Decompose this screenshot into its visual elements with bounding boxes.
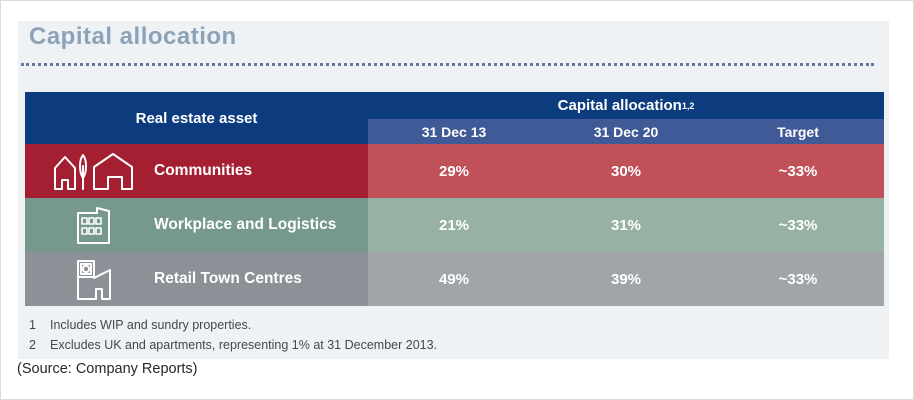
footnote-text: Includes WIP and sundry properties.: [50, 318, 252, 332]
cell-retail-dec20: 39%: [540, 252, 712, 306]
column-header-real-estate-asset: Real estate asset: [25, 92, 368, 144]
dotted-divider: [21, 63, 874, 66]
footnote-1: 1 Includes WIP and sundry properties.: [29, 315, 437, 335]
group-header-text: Capital allocation: [557, 97, 682, 114]
cell-workplace-dec13: 21%: [368, 198, 540, 252]
factory-icon: [49, 205, 139, 245]
cell-workplace-target: ~33%: [712, 198, 884, 252]
row-label: Retail Town Centres: [154, 270, 302, 287]
content-panel: Capital allocation Real estate asset Cap…: [18, 21, 889, 359]
row-label: Communities: [154, 162, 253, 179]
column-header-31-dec-13: 31 Dec 13: [368, 119, 540, 144]
storefront-icon: [49, 257, 139, 301]
cell-retail-dec13: 49%: [368, 252, 540, 306]
page-title: Capital allocation: [29, 23, 237, 50]
source-attribution: (Source: Company Reports): [17, 361, 198, 377]
footnotes: 1 Includes WIP and sundry properties. 2 …: [29, 315, 437, 355]
column-header-target: Target: [712, 119, 884, 144]
table-row-label-communities: Communities: [25, 144, 368, 198]
houses-tree-icon: [49, 151, 139, 191]
cell-communities-target: ~33%: [712, 144, 884, 198]
cell-communities-dec13: 29%: [368, 144, 540, 198]
column-group-header-capital-allocation: Capital allocation 1,2: [368, 92, 884, 119]
footnote-2: 2 Excludes UK and apartments, representi…: [29, 335, 437, 355]
footnote-number: 1: [29, 318, 36, 332]
footnote-text: Excludes UK and apartments, representing…: [50, 338, 438, 352]
column-header-31-dec-20: 31 Dec 20: [540, 119, 712, 144]
table-row-label-retail: Retail Town Centres: [25, 252, 368, 306]
cell-communities-dec20: 30%: [540, 144, 712, 198]
row-label: Workplace and Logistics: [154, 216, 337, 233]
cell-retail-target: ~33%: [712, 252, 884, 306]
capital-allocation-table: Real estate asset Capital allocation 1,2 …: [25, 92, 884, 306]
table-row-label-workplace: Workplace and Logistics: [25, 198, 368, 252]
cell-workplace-dec20: 31%: [540, 198, 712, 252]
footnote-number: 2: [29, 338, 36, 352]
